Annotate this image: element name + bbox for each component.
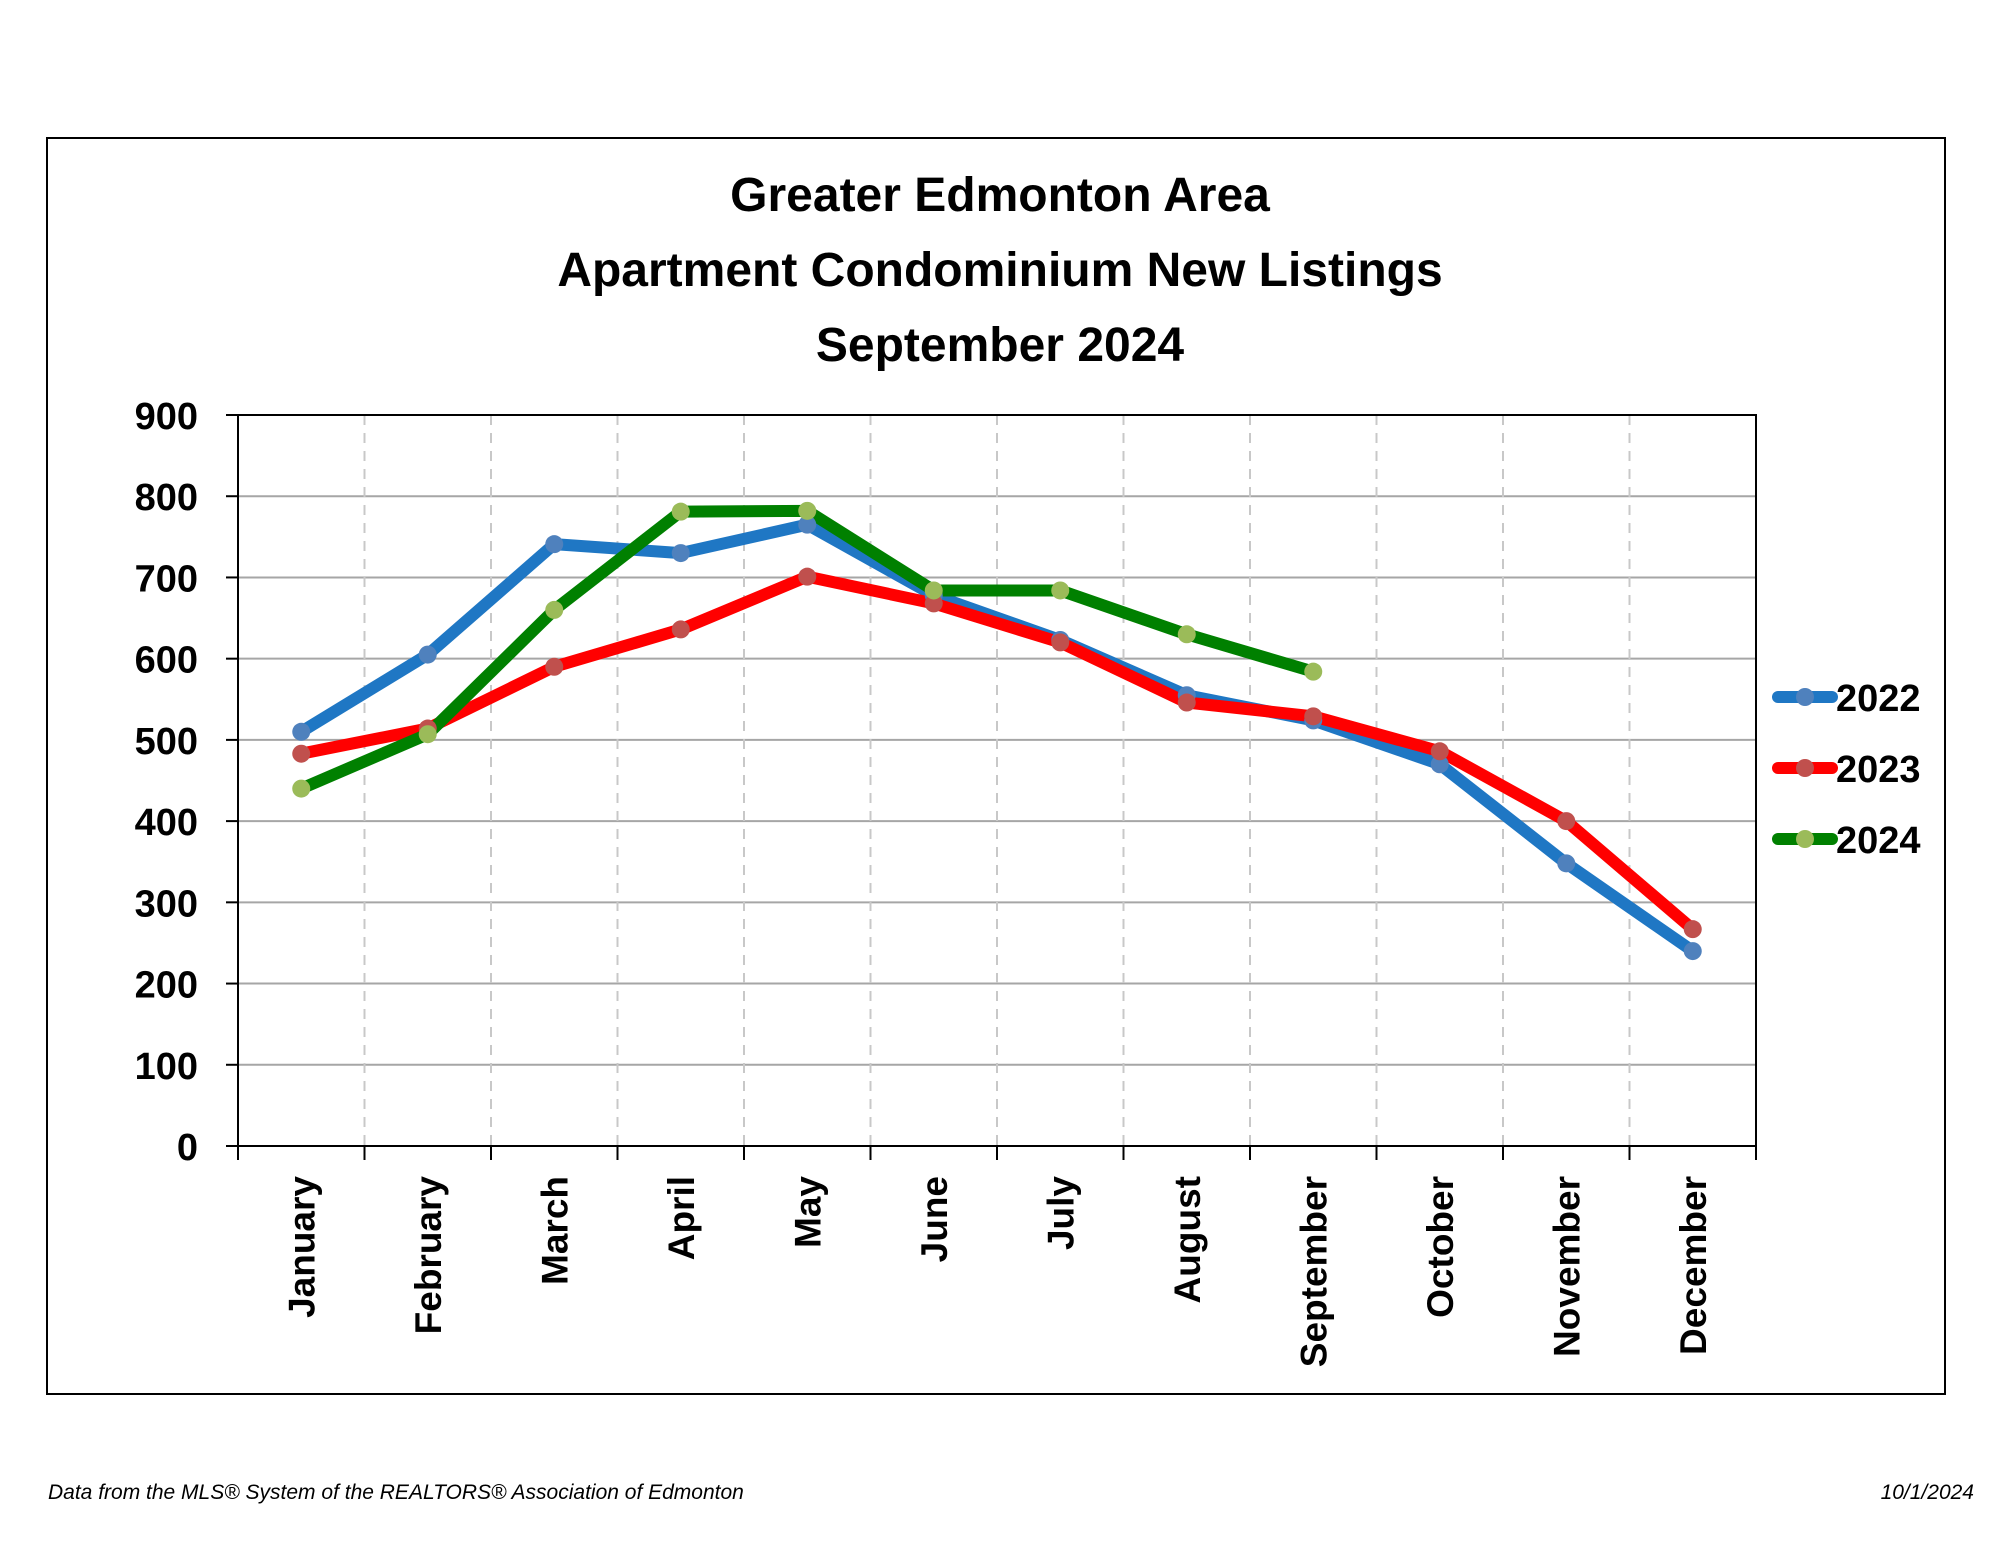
- y-tick-label: 400: [135, 802, 198, 844]
- legend-label-2024: 2024: [1836, 820, 1921, 862]
- data-point-2023: [1683, 920, 1702, 939]
- data-point-2022: [1430, 755, 1449, 774]
- x-tick-label: July: [1040, 1176, 1081, 1250]
- data-point-2023: [1430, 742, 1449, 761]
- data-point-2024: [1051, 581, 1070, 600]
- x-tick-label: May: [787, 1176, 828, 1248]
- data-point-2022: [1557, 854, 1576, 873]
- x-tick-label: February: [408, 1176, 449, 1335]
- report-date: 10/1/2024: [1880, 1481, 1974, 1504]
- chart-frame: [46, 137, 1946, 1395]
- legend-marker-2023: [1796, 759, 1814, 777]
- x-tick-label: November: [1546, 1176, 1587, 1357]
- y-tick-label: 300: [135, 883, 198, 925]
- data-point-2023: [924, 594, 943, 613]
- legend-marker-2024: [1796, 830, 1814, 848]
- y-tick-label: 600: [135, 640, 198, 682]
- data-point-2024: [545, 600, 564, 619]
- x-tick-label: August: [1167, 1176, 1208, 1303]
- x-tick-label: April: [661, 1176, 702, 1260]
- data-point-2024: [798, 501, 817, 520]
- x-tick-label: December: [1673, 1176, 1714, 1355]
- y-tick-label: 500: [135, 721, 198, 763]
- data-point-2024: [924, 581, 943, 600]
- data-point-2024: [292, 779, 311, 798]
- data-point-2022: [545, 535, 564, 554]
- data-point-2023: [1177, 693, 1196, 712]
- x-tick-label: June: [914, 1176, 955, 1262]
- y-tick-label: 0: [177, 1127, 198, 1169]
- data-point-2023: [671, 620, 690, 639]
- source-note: Data from the MLS® System of the REALTOR…: [48, 1481, 744, 1504]
- data-point-2023: [292, 744, 311, 763]
- data-point-2022: [292, 722, 311, 741]
- chart-title-line-3: September 2024: [815, 319, 1185, 372]
- chart-title-line-2: Apartment Condominium New Listings: [557, 244, 1443, 297]
- data-point-2024: [671, 502, 690, 521]
- x-tick-label: March: [534, 1176, 575, 1285]
- y-tick-label: 100: [135, 1046, 198, 1088]
- x-tick-label: October: [1420, 1176, 1461, 1318]
- data-point-2024: [1177, 625, 1196, 644]
- data-point-2024: [418, 725, 437, 744]
- data-point-2023: [1557, 812, 1576, 831]
- data-point-2024: [1304, 662, 1323, 681]
- y-tick-label: 700: [135, 558, 198, 600]
- legend-label-2023: 2023: [1836, 749, 1921, 791]
- data-point-2022: [418, 645, 437, 664]
- chart-title-line-1: Greater Edmonton Area: [730, 169, 1270, 222]
- series-line-2024: [295, 504, 1320, 795]
- data-point-2022: [671, 544, 690, 563]
- data-point-2023: [798, 567, 817, 586]
- x-tick-label: September: [1293, 1176, 1334, 1367]
- x-tick-label: January: [281, 1176, 322, 1318]
- data-point-2022: [1683, 942, 1702, 961]
- data-point-2023: [1051, 633, 1070, 652]
- data-point-2023: [545, 657, 564, 676]
- y-tick-label: 200: [135, 965, 198, 1007]
- data-point-2023: [1304, 707, 1323, 726]
- legend-marker-2022: [1796, 688, 1814, 706]
- legend-label-2022: 2022: [1836, 678, 1921, 720]
- y-tick-label: 800: [135, 477, 198, 519]
- y-tick-label: 900: [135, 396, 198, 438]
- series-line-2023: [295, 570, 1699, 936]
- data-point-2022: [798, 515, 817, 534]
